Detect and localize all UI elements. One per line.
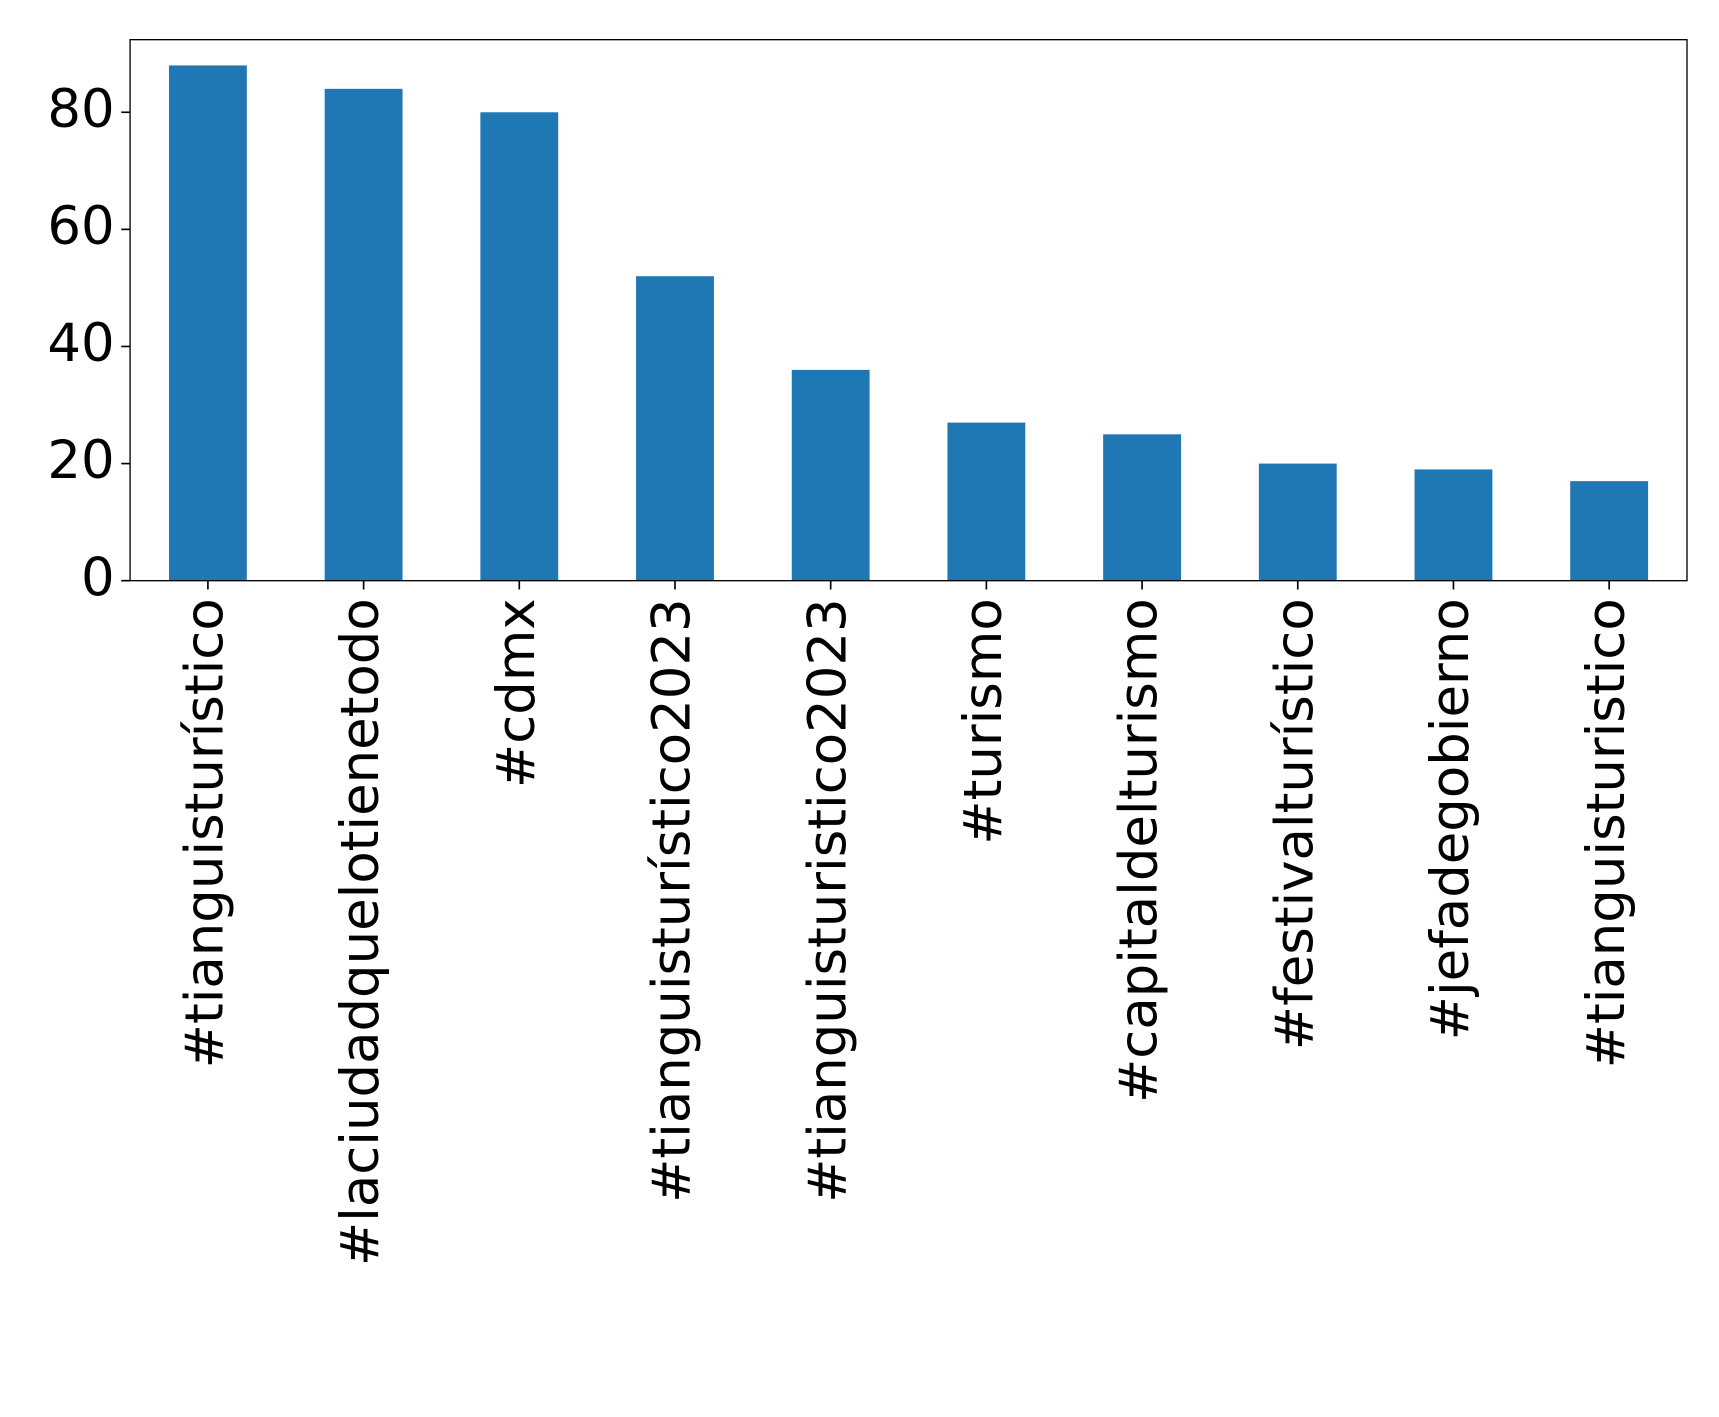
y-tick-label: 80 [47, 79, 114, 140]
bar [324, 88, 403, 581]
bar [1414, 469, 1493, 581]
x-tick-label: #cdmx [486, 598, 547, 788]
bar [947, 422, 1026, 581]
bar [636, 276, 714, 581]
y-tick-label: 20 [47, 430, 114, 491]
x-tick-label: #jefadegobierno [1420, 598, 1481, 1040]
x-tick-label: #laciudadquelotienetodo [330, 598, 391, 1266]
bar [1258, 463, 1337, 581]
x-tick-label: #turismo [953, 598, 1014, 844]
bar [791, 369, 870, 581]
bar [168, 65, 247, 581]
y-tick-label: 60 [47, 196, 114, 257]
x-tick-label: #festivalturístico [1264, 598, 1325, 1050]
plot-frame [129, 39, 1688, 582]
y-tick-label: 40 [47, 313, 114, 374]
x-tick-label: #tianguisturistico2023 [797, 598, 858, 1203]
x-tick-label: #tianguisturístico2023 [642, 598, 703, 1203]
bar [480, 112, 559, 581]
x-tick-label: #tianguisturístico [175, 598, 236, 1068]
x-tick-label: #tianguisturistico [1576, 598, 1637, 1068]
bar [1570, 481, 1649, 581]
y-tick-label: 0 [81, 547, 115, 608]
bar [1103, 434, 1181, 581]
x-tick-label: #capitaldelturismo [1109, 598, 1170, 1103]
